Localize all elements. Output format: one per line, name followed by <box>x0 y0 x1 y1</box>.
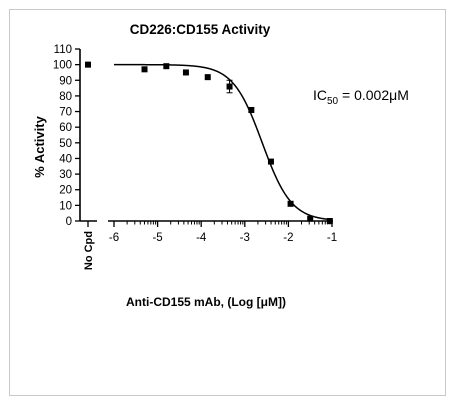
y-tick-label: 20 <box>59 185 72 197</box>
control-point <box>85 61 91 68</box>
ticks: 0 10 20 30 40 50 60 70 80 90 100 110 -6 -5 -4 -3 -2 -1 No … <box>53 44 337 270</box>
data-point <box>204 74 211 81</box>
data-point <box>163 63 170 70</box>
y-tick-label: 0 <box>66 216 72 228</box>
y-tick-label: 60 <box>59 122 72 134</box>
fit-curve-layer <box>114 63 333 221</box>
x-tick-label: -3 <box>240 232 250 244</box>
x-tick-label: -5 <box>152 232 162 244</box>
x-tick-label: -2 <box>283 232 293 244</box>
ic50-value: = 0.002 <box>338 87 389 103</box>
data-point <box>141 66 148 73</box>
y-tick-label: 40 <box>59 153 72 165</box>
y-tick-label: 100 <box>53 60 72 72</box>
x-tick-label: -6 <box>109 232 119 244</box>
x-tick-label: -1 <box>327 232 337 244</box>
y-axis-label: % Activity <box>32 115 47 177</box>
chart-frame: CD226:CD155 Activity % Activity Anti-CD1… <box>9 9 446 396</box>
ic50-subscript: 50 <box>327 96 339 107</box>
ic50-annotation: IC50 = 0.002μM <box>313 87 409 107</box>
y-tick-label: 80 <box>59 91 72 103</box>
y-tick-label: 110 <box>54 44 72 56</box>
y-tick-label: 50 <box>59 138 72 150</box>
control-tick-label: No Cpd <box>83 231 95 270</box>
y-tick-label: 70 <box>59 107 72 119</box>
svg-text:IC50 = 0.002μM: IC50 = 0.002μM <box>313 87 409 107</box>
x-axis-label: Anti-CD155 mAb, (Log [μM]) <box>126 295 286 309</box>
x-tick-label: -4 <box>196 232 207 244</box>
data-point <box>326 218 333 224</box>
data-point <box>307 215 314 222</box>
fit-curve <box>114 63 333 221</box>
data-point <box>226 83 233 90</box>
y-tick-label: 90 <box>59 75 72 87</box>
chart-title: CD226:CD155 Activity <box>130 22 271 37</box>
data-points-layer <box>85 61 333 224</box>
data-point <box>287 200 294 207</box>
y-tick-label: 30 <box>59 169 72 181</box>
activity-chart: CD226:CD155 Activity % Activity Anti-CD1… <box>32 22 409 309</box>
ic50-unit: μM <box>389 87 409 103</box>
data-point <box>267 158 274 165</box>
data-point <box>248 106 255 113</box>
ic50-prefix: IC <box>313 87 327 103</box>
y-tick-label: 10 <box>59 200 72 212</box>
data-point <box>182 69 189 76</box>
